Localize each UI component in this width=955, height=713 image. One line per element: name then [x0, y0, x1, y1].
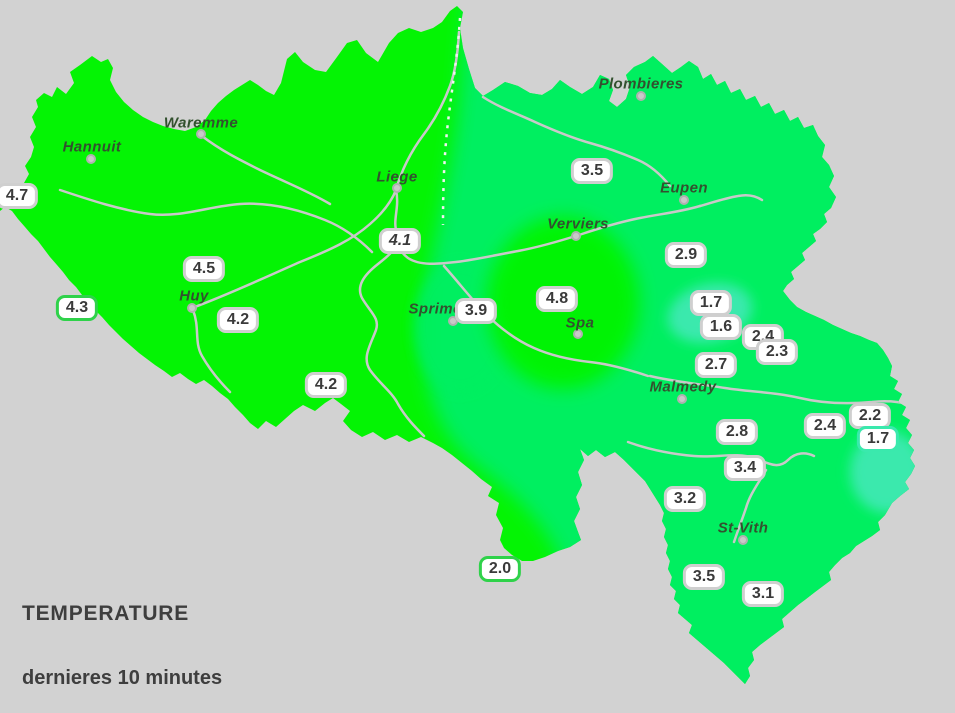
temperature-label: 3.1 — [741, 581, 785, 607]
city-label-liege: Liege — [376, 168, 418, 186]
temperature-label: 4.2 — [216, 307, 260, 333]
temperature-label: 2.8 — [715, 419, 759, 445]
temperature-label: 3.5 — [570, 158, 614, 184]
temperature-label: 2.9 — [664, 242, 708, 268]
temperature-label: 3.5 — [682, 564, 726, 590]
temperature-label: 1.7 — [689, 290, 733, 316]
city-label-verviers: Verviers — [547, 215, 609, 233]
city-dot-liege — [392, 183, 402, 193]
city-dot-hannuit — [86, 154, 96, 164]
stvith-inner-line — [732, 468, 768, 544]
huy-south-line — [191, 308, 232, 394]
vesdre-river-line — [396, 204, 702, 265]
temperature-label: 2.3 — [755, 339, 799, 365]
temperature-label: 4.8 — [535, 286, 579, 312]
temperature-label: 4.2 — [304, 372, 348, 398]
city-dot-huy — [187, 303, 197, 313]
map-legend: TEMPERATURE dernieres 10 minutes 28-01-2… — [22, 566, 222, 713]
temperature-label: 3.4 — [723, 455, 767, 481]
city-dot-st-vith — [738, 535, 748, 545]
city-label-waremme: Waremme — [163, 114, 239, 132]
temperature-label: 3.2 — [663, 486, 707, 512]
temperature-label: 2.4 — [803, 413, 847, 439]
malmedy-east-line — [648, 374, 914, 407]
legend-title: TEMPERATURE — [22, 602, 190, 625]
meuse-river-line — [190, 30, 461, 310]
temperature-label: 1.6 — [699, 314, 743, 340]
city-label-plombieres: Plombieres — [598, 75, 684, 93]
northeast-district-line — [481, 95, 672, 188]
city-label-spa: Spa — [565, 314, 595, 332]
city-dot-plombieres — [636, 91, 646, 101]
temperature-label: 4.1 — [378, 228, 422, 254]
temperature-label: 4.7 — [0, 183, 39, 209]
legend-subtitle: dernieres 10 minutes — [22, 667, 223, 689]
waremme-district-line — [200, 134, 332, 206]
city-dot-malmedy — [677, 394, 687, 404]
temperature-label: 2.7 — [694, 352, 738, 378]
city-label-eupen: Eupen — [660, 179, 708, 197]
city-label-st-vith: St-Vith — [717, 519, 769, 537]
city-dot-spa — [573, 329, 583, 339]
city-dot-eupen — [679, 195, 689, 205]
city-label-huy: Huy — [179, 287, 209, 305]
temperature-label: 4.5 — [182, 256, 226, 282]
city-label-malmedy: Malmedy — [649, 378, 717, 396]
city-dot-waremme — [196, 129, 206, 139]
temperature-label: 4.3 — [55, 295, 99, 321]
temperature-label: 3.9 — [454, 298, 498, 324]
city-dot-verviers — [571, 231, 581, 241]
sprimont-cool-pocket — [414, 263, 506, 391]
temperature-label: 1.7 — [856, 426, 900, 452]
eupen-east-line — [698, 193, 764, 208]
temperature-label: 2.0 — [478, 556, 522, 582]
geer-river-line — [58, 188, 374, 254]
city-label-hannuit: Hannuit — [62, 138, 122, 156]
